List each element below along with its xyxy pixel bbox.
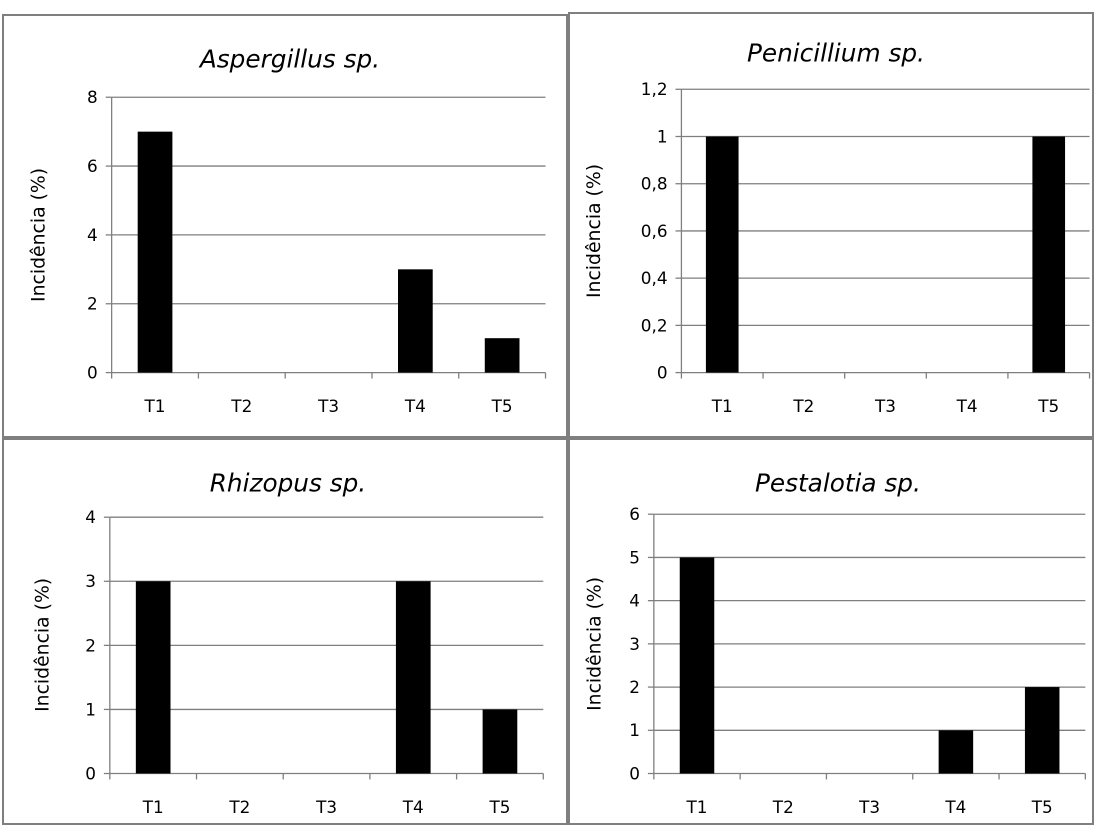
chart-panel-penicillium: Penicillium sp. Incidência (%) 0 0,2 0,4 0,6 0…: [568, 12, 1094, 438]
bar-t5: [1024, 687, 1060, 774]
x-tick-label: T2: [772, 797, 794, 817]
bar-t4: [398, 269, 433, 373]
y-tick-label: 2: [629, 677, 640, 697]
bar-t5: [484, 338, 520, 373]
chart-panel-rhizopus: Rhizopus sp. Incidência (%) 0 1 2 3 4 T1 T2 T3 T4 T…: [2, 438, 568, 825]
x-tick-label: T3: [315, 797, 337, 817]
x-tick-label: T1: [144, 396, 166, 416]
y-tick-label: 4: [87, 225, 98, 245]
x-tick-label: T3: [874, 396, 896, 416]
y-axis-label: Incidência (%): [584, 577, 605, 711]
chart-title-rhizopus: Rhizopus sp.: [210, 468, 366, 497]
y-tick-label: 6: [87, 156, 98, 176]
x-tick-label: T5: [488, 797, 510, 817]
x-tick-label: T2: [230, 396, 252, 416]
x-tick-label: T4: [956, 396, 978, 416]
x-tick-label: T5: [1037, 396, 1059, 416]
chart-svg-pestalotia: Pestalotia sp. Incidência (%) 0 1 2 3 4 5 6 T1 T2 T…: [584, 468, 1086, 817]
chart-panel-aspergillus: Aspergillus sp. Incidência (%) 0 2 4 6 8 T1 T2 T3…: [2, 14, 568, 438]
y-tick-label: 1: [629, 720, 640, 740]
chart-panel-pestalotia: Pestalotia sp. Incidência (%) 0 1 2 3 4 5 6 T1 T2 T…: [568, 438, 1094, 825]
bar-t4: [395, 581, 431, 774]
chart-title-aspergillus: Aspergillus sp.: [198, 45, 380, 74]
chart-title-pestalotia: Pestalotia sp.: [755, 468, 921, 497]
y-axis-label: Incidência (%): [32, 578, 53, 712]
y-tick-label: 3: [85, 571, 96, 591]
y-tick-label: 1: [85, 699, 96, 719]
y-tick-label: 2: [87, 294, 98, 314]
y-tick-label: 0: [87, 363, 98, 383]
y-tick-label: 8: [87, 87, 98, 107]
y-tick-label: 0,8: [641, 174, 668, 194]
x-tick-label: T2: [228, 797, 250, 817]
y-tick-label: 6: [629, 504, 640, 524]
y-axis-label: Incidência (%): [28, 168, 49, 302]
y-tick-label: 0: [629, 763, 640, 783]
y-tick-label: 3: [629, 634, 640, 654]
x-tick-label: T1: [686, 797, 708, 817]
x-tick-label: T3: [317, 396, 339, 416]
y-tick-label: 2: [85, 635, 96, 655]
x-tick-label: T4: [404, 396, 426, 416]
y-tick-label: 4: [629, 591, 640, 611]
x-tick-label: T4: [944, 797, 966, 817]
bar-t1: [137, 131, 173, 373]
y-tick-label: 1,2: [641, 79, 668, 99]
chart-svg-rhizopus: Rhizopus sp. Incidência (%) 0 1 2 3 4 T1 T2 T3 T4 T…: [32, 468, 544, 817]
x-tick-label: T1: [142, 797, 164, 817]
x-tick-label: T5: [491, 396, 513, 416]
bar-t1: [679, 557, 715, 774]
bar-t4: [938, 730, 974, 774]
x-tick-label: T5: [1031, 797, 1053, 817]
y-tick-label: 0: [657, 363, 668, 383]
y-tick-label: 1: [657, 126, 668, 146]
y-tick-label: 0,6: [641, 221, 668, 241]
x-tick-label: T1: [711, 396, 733, 416]
y-tick-label: 5: [629, 547, 640, 567]
bar-t5: [482, 709, 518, 774]
y-tick-label: 0,2: [641, 315, 668, 335]
y-tick-label: 0: [85, 763, 96, 783]
bar-t5: [1032, 136, 1066, 373]
x-tick-label: T4: [402, 797, 424, 817]
y-axis-label: Incidência (%): [584, 164, 605, 298]
chart-svg-penicillium: Penicillium sp. Incidência (%) 0 0,2 0,4 0,6 0…: [584, 39, 1091, 416]
y-tick-label: 0,4: [641, 268, 668, 288]
bar-t1: [135, 581, 171, 774]
y-tick-label: 4: [85, 507, 96, 527]
chart-title-penicillium: Penicillium sp.: [747, 39, 925, 68]
chart-svg-aspergillus: Aspergillus sp. Incidência (%) 0 2 4 6 8 T1 T2 T3…: [28, 45, 547, 416]
bar-t1: [705, 136, 739, 373]
x-tick-label: T3: [858, 797, 880, 817]
x-tick-label: T2: [792, 396, 814, 416]
